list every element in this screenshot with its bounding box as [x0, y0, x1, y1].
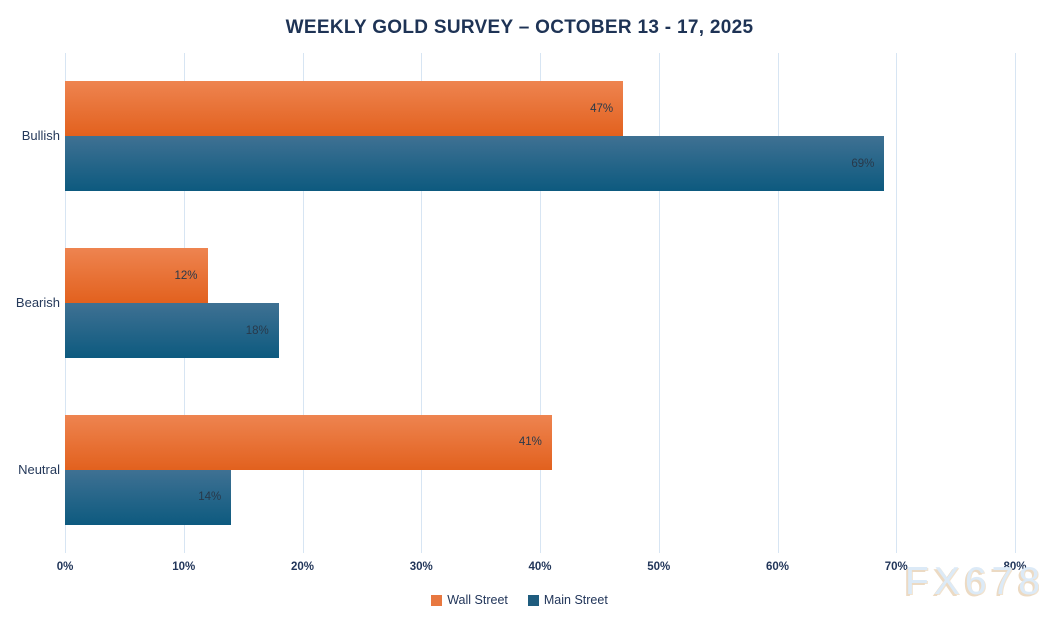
main-street-swatch-icon [527, 594, 539, 606]
legend-item-wall-street: Wall Street [431, 593, 508, 607]
x-tick-label: 60% [765, 561, 790, 573]
legend-item-main-street: Main Street [527, 593, 608, 607]
bar-main-street-neutral: 14% [65, 469, 232, 525]
x-tick-label: 80% [1003, 561, 1027, 573]
bar-value-label: 12% [174, 269, 198, 282]
gridline [896, 53, 898, 553]
bar-value-label: 41% [518, 436, 542, 449]
x-tick-label: 10% [172, 561, 196, 573]
watermark: FX678 [905, 560, 1039, 603]
category-label-bearish: Bearish [15, 295, 60, 310]
category-label-neutral: Neutral [18, 461, 60, 477]
gridline [540, 53, 541, 553]
chart-title: WEEKLY GOLD SURVEY – OCTOBER 13 - 17, 20… [285, 17, 754, 38]
bar-wall-street-neutral: 41% [65, 414, 552, 470]
bar-wall-street-bearish: 12% [65, 248, 208, 303]
category-label-bullish: Bullish [21, 128, 60, 144]
bar-value-label: 14% [198, 491, 222, 504]
bar-wall-street-bullish: 47% [65, 81, 624, 137]
x-tick-label: 30% [409, 561, 433, 573]
gridline [302, 53, 304, 553]
x-tick-label: 50% [647, 561, 671, 573]
x-tick-label: 20% [290, 561, 315, 573]
gridline [421, 53, 423, 553]
legend: Wall Street Main Street [0, 593, 1039, 607]
plot-area: 47% 69% 12% 18% 41% 14% [65, 53, 1016, 553]
gridline [1015, 53, 1016, 553]
gridline [658, 53, 660, 553]
x-tick-label: 0% [56, 561, 74, 573]
wall-street-swatch-icon [431, 594, 443, 606]
bar-value-label: 18% [245, 324, 269, 337]
bar-main-street-bearish: 18% [65, 303, 279, 358]
gridline [777, 53, 779, 553]
bar-main-street-bullish: 69% [65, 136, 885, 192]
bar-value-label: 47% [590, 102, 614, 115]
legend-label-main-street: Main Street [543, 593, 608, 607]
x-tick-label: 40% [528, 561, 552, 573]
bar-value-label: 69% [851, 157, 875, 170]
x-tick-label: 70% [884, 561, 908, 573]
legend-label-wall-street: Wall Street [447, 593, 508, 607]
